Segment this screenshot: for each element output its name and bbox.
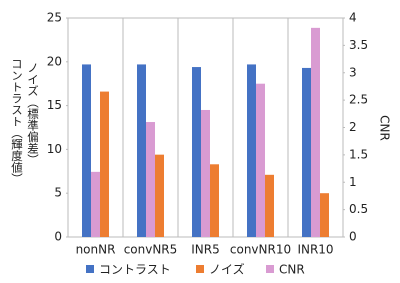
legend-label: ノイズ (209, 262, 245, 277)
y2-tick-label: 4 (349, 11, 357, 25)
y-tick-label: 25 (47, 11, 62, 25)
bar (302, 67, 311, 237)
bar (91, 171, 100, 237)
bar (265, 174, 274, 237)
y-axis-label: ノイズ（標準偏差） (26, 62, 40, 166)
y2-tick-label: 1.5 (349, 147, 368, 161)
legend-label: CNR (279, 263, 305, 277)
bar (155, 154, 164, 237)
x-tick-label: convNR5 (124, 243, 178, 257)
x-tick-label: INR10 (297, 243, 333, 257)
x-tick-label: nonNR (76, 243, 116, 257)
bar (146, 122, 155, 237)
bar (256, 83, 265, 237)
bar (137, 64, 146, 237)
bar (311, 27, 320, 238)
y2-tick-label: 0 (349, 230, 357, 244)
y2-tick-label: 2.5 (349, 93, 368, 107)
y2-tick-label: 3.5 (349, 38, 368, 52)
y2-tick-label: 3 (349, 65, 357, 79)
x-tick-label: convNR10 (230, 243, 291, 257)
bar (82, 64, 91, 237)
bar (247, 64, 256, 237)
y2-tick-label: 2 (349, 120, 357, 134)
bar (320, 193, 329, 237)
y-tick-label: 0 (54, 230, 62, 244)
y2-tick-label: 1 (349, 175, 357, 189)
y-tick-label: 20 (47, 54, 62, 68)
bar (210, 164, 219, 237)
bar (100, 91, 109, 237)
bar (201, 109, 210, 237)
legend-swatch (196, 265, 204, 273)
y-tick-label: 10 (47, 142, 62, 156)
legend-swatch (266, 265, 274, 273)
x-tick-label: INR5 (191, 243, 220, 257)
y2-tick-label: 0.5 (349, 202, 368, 216)
legend-swatch (86, 265, 94, 273)
bar (192, 67, 201, 237)
y-tick-label: 5 (54, 186, 62, 200)
y-axis-label: コントラスト（輝度値） (10, 58, 24, 185)
y2-axis-label: CNR (378, 115, 392, 141)
legend-label: コントラスト (99, 263, 171, 277)
y-tick-label: 15 (47, 98, 62, 112)
